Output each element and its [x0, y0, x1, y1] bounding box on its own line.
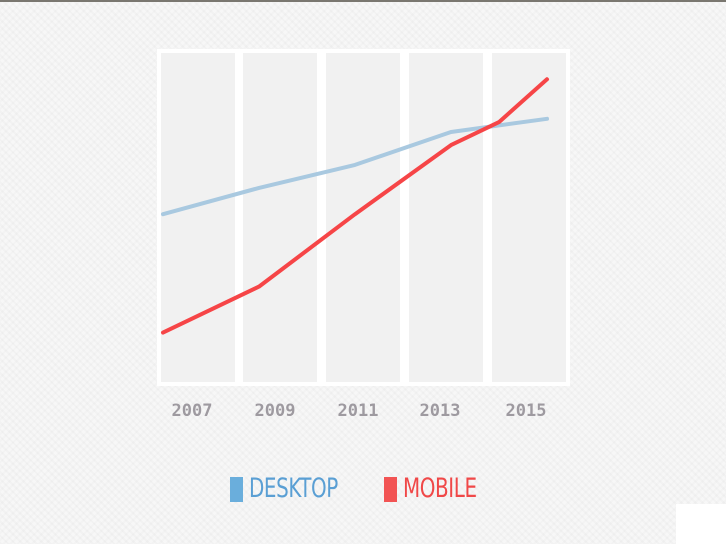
x-axis-ticks: 2007 2009 2011 2013 2015 [172, 401, 547, 421]
series-line-mobile [161, 77, 549, 335]
legend-label-mobile: MOBILE [403, 473, 477, 504]
series-lines [161, 77, 549, 335]
legend-swatch-desktop [230, 476, 243, 502]
plot-column [492, 53, 566, 382]
legend-label-desktop: DESKTOP [249, 473, 338, 504]
x-tick-label: 2015 [506, 401, 547, 421]
plot-column [161, 53, 235, 382]
legend-item-mobile: MOBILE [384, 472, 493, 506]
plot-column [409, 53, 483, 382]
corner-overlay [676, 504, 726, 544]
legend-item-desktop: DESKTOP [230, 472, 357, 506]
x-tick-label: 2009 [255, 401, 296, 421]
x-tick-label: 2007 [172, 401, 213, 421]
x-tick-label: 2011 [338, 401, 379, 421]
series-line-desktop [161, 116, 549, 217]
plot-column [326, 53, 400, 382]
plot-column [243, 53, 317, 382]
plot-columns [161, 53, 566, 382]
legend: DESKTOP MOBILE [0, 472, 726, 506]
x-tick-label: 2013 [420, 401, 461, 421]
legend-swatch-mobile [384, 476, 397, 502]
top-border [0, 0, 726, 2]
